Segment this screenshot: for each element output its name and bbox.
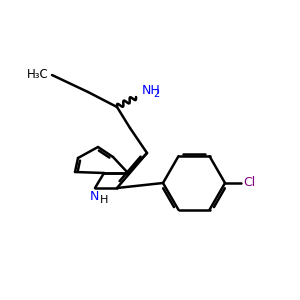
Text: NH: NH (142, 85, 161, 98)
Text: 2: 2 (154, 89, 160, 99)
Text: H: H (100, 195, 108, 205)
Text: N: N (89, 190, 99, 203)
Text: Cl: Cl (243, 176, 255, 190)
Text: H₃C: H₃C (27, 68, 49, 82)
